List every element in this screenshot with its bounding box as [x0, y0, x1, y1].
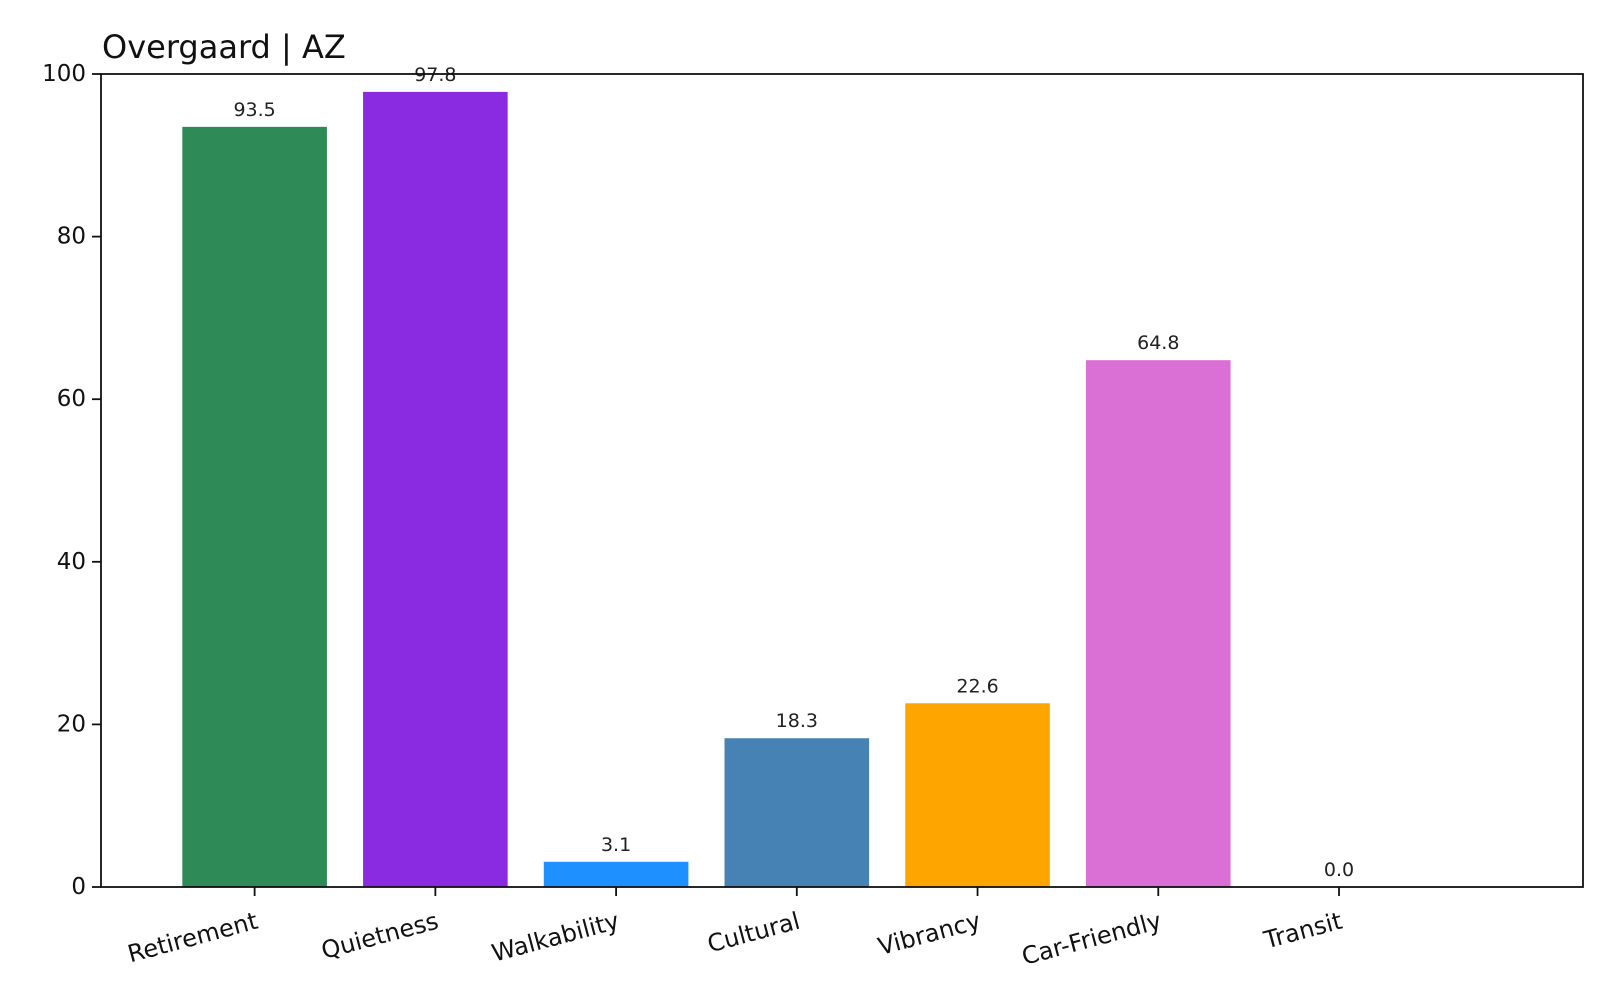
bar-retirement	[182, 126, 327, 888]
x-tick-label-cultural: Cultural	[704, 907, 803, 959]
data-label-vibrancy: 22.6	[956, 675, 998, 697]
data-labels-layer: 93.597.83.118.322.664.80.0	[233, 64, 1354, 881]
x-tick-label-retirement: Retirement	[125, 907, 261, 969]
y-tick-label: 100	[42, 61, 86, 87]
bar-cultural	[724, 738, 870, 887]
x-axis: Retirement Quietness Walkability Cultural Vi…	[125, 887, 1345, 971]
chart-title: Overgaard | AZ	[102, 28, 346, 66]
data-label-walkability: 3.1	[601, 834, 631, 856]
bar-car-friendly	[1085, 360, 1231, 887]
bars-layer	[182, 91, 1231, 888]
x-tick-label-car-friendly: Car-Friendly	[1019, 907, 1165, 971]
y-tick-label: 20	[57, 711, 86, 737]
data-label-car-friendly: 64.8	[1137, 332, 1179, 354]
y-tick-label: 0	[71, 874, 86, 900]
x-tick-label-walkability: Walkability	[489, 907, 622, 968]
x-tick-label-vibrancy: Vibrancy	[875, 907, 984, 961]
y-tick-label: 60	[57, 386, 86, 412]
data-label-cultural: 18.3	[776, 710, 818, 732]
bar-walkability	[543, 861, 689, 887]
plot-frame	[100, 73, 1584, 888]
y-axis: 0 20 40 60 80 100	[42, 61, 101, 900]
x-tick-label-transit: Transit	[1260, 907, 1345, 955]
bar-vibrancy	[905, 703, 1050, 887]
y-tick-label: 40	[57, 549, 86, 575]
y-tick-label: 80	[57, 224, 86, 250]
bar-quietness	[363, 91, 508, 888]
x-tick-label-quietness: Quietness	[318, 907, 441, 965]
data-label-transit: 0.0	[1324, 859, 1354, 881]
data-label-retirement: 93.5	[233, 99, 275, 121]
